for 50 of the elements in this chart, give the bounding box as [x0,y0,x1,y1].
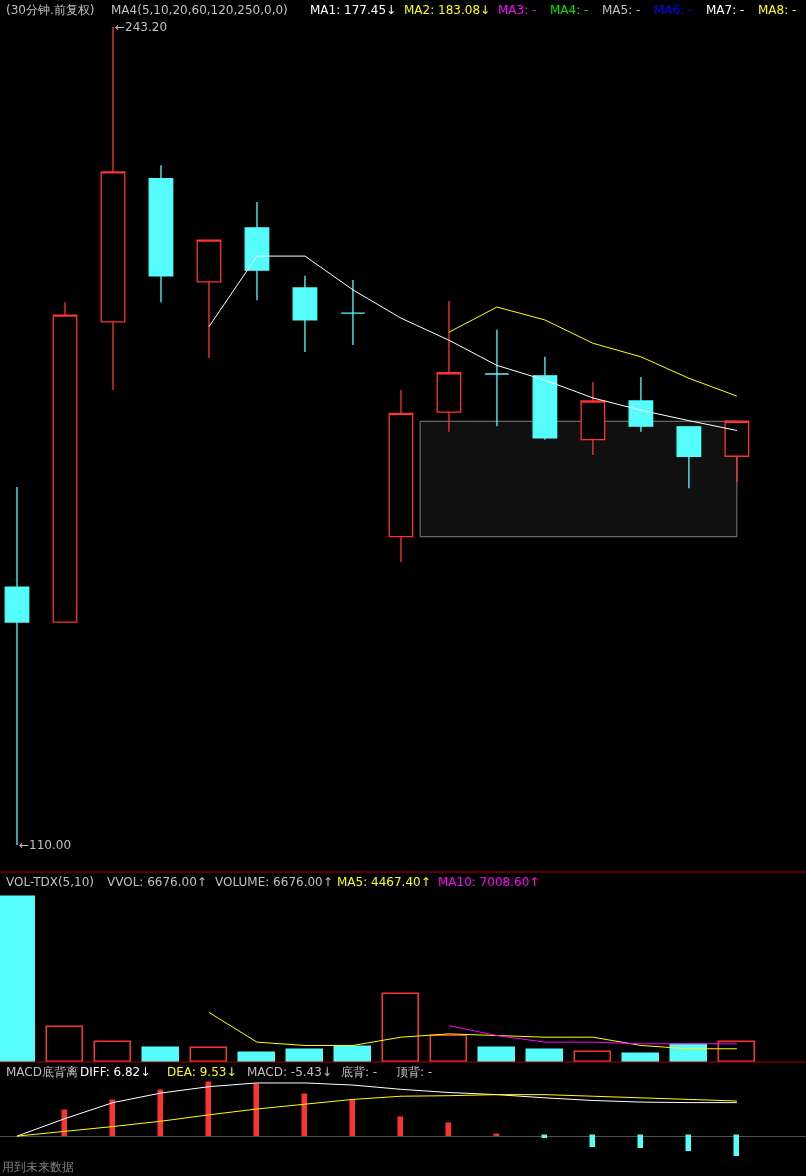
bar [45,1025,83,1062]
annotation: ←110.00 [19,838,72,852]
text: MA4(5,10,20,60,120,250,0,0) [111,3,288,17]
bar [685,1134,691,1151]
legend-label: MA3: - [498,3,537,17]
x-axis-title: 用到未来数据 [2,1160,74,1174]
chart-title: VOL-TDX(5,10) [6,875,95,889]
annotation: ←243.20 [115,20,168,34]
candlestick [580,381,606,456]
chart-title: MACD底背离 [6,1065,78,1079]
series-label: DIFF: 6.82↓ [80,1065,151,1079]
candlestick [340,279,366,346]
bar [733,1134,739,1156]
bar [637,1134,643,1148]
text: MA5: 4467.40↑ [337,875,431,889]
candlestick [724,420,750,483]
candlestick [628,376,654,433]
candlestick [532,356,558,441]
legend-label: MA5: - [602,3,641,17]
bar [333,1045,371,1062]
bar [349,1099,355,1136]
text: VOLUME: 6676.00↑ [215,875,333,889]
bar [397,1116,403,1136]
text: DEA: 9.53↓ [167,1065,237,1079]
bar [445,1122,451,1136]
text: VVOL: 6676.00↑ [107,875,207,889]
text: MA10: 7008.60↑ [438,875,540,889]
candlestick [484,329,510,427]
legend-label: MA8: - [758,3,797,17]
candlestick [388,389,414,563]
text: MA2: 183.08↓ [404,3,491,17]
bar [381,992,419,1062]
bar [429,1034,467,1062]
candlestick [52,301,78,623]
candlestick [292,275,318,353]
legend-label: MA4: - [550,3,589,17]
text: 顶背: - [396,1065,433,1079]
bar [589,1134,595,1147]
legend-label: MA7: - [706,3,745,17]
candlestick [196,239,222,359]
candlestick [148,164,174,303]
text: 底背: - [341,1065,378,1079]
text: MA1: 177.45↓ [310,3,397,17]
chart-title: (30分钟.前复权) [6,3,95,17]
bar [93,1040,131,1062]
candlestick [244,201,270,301]
candlestick [436,300,462,433]
text: MACD: -5.43↓ [247,1065,332,1079]
legend-label: MA6: - [654,3,693,17]
candlestick [676,426,702,489]
